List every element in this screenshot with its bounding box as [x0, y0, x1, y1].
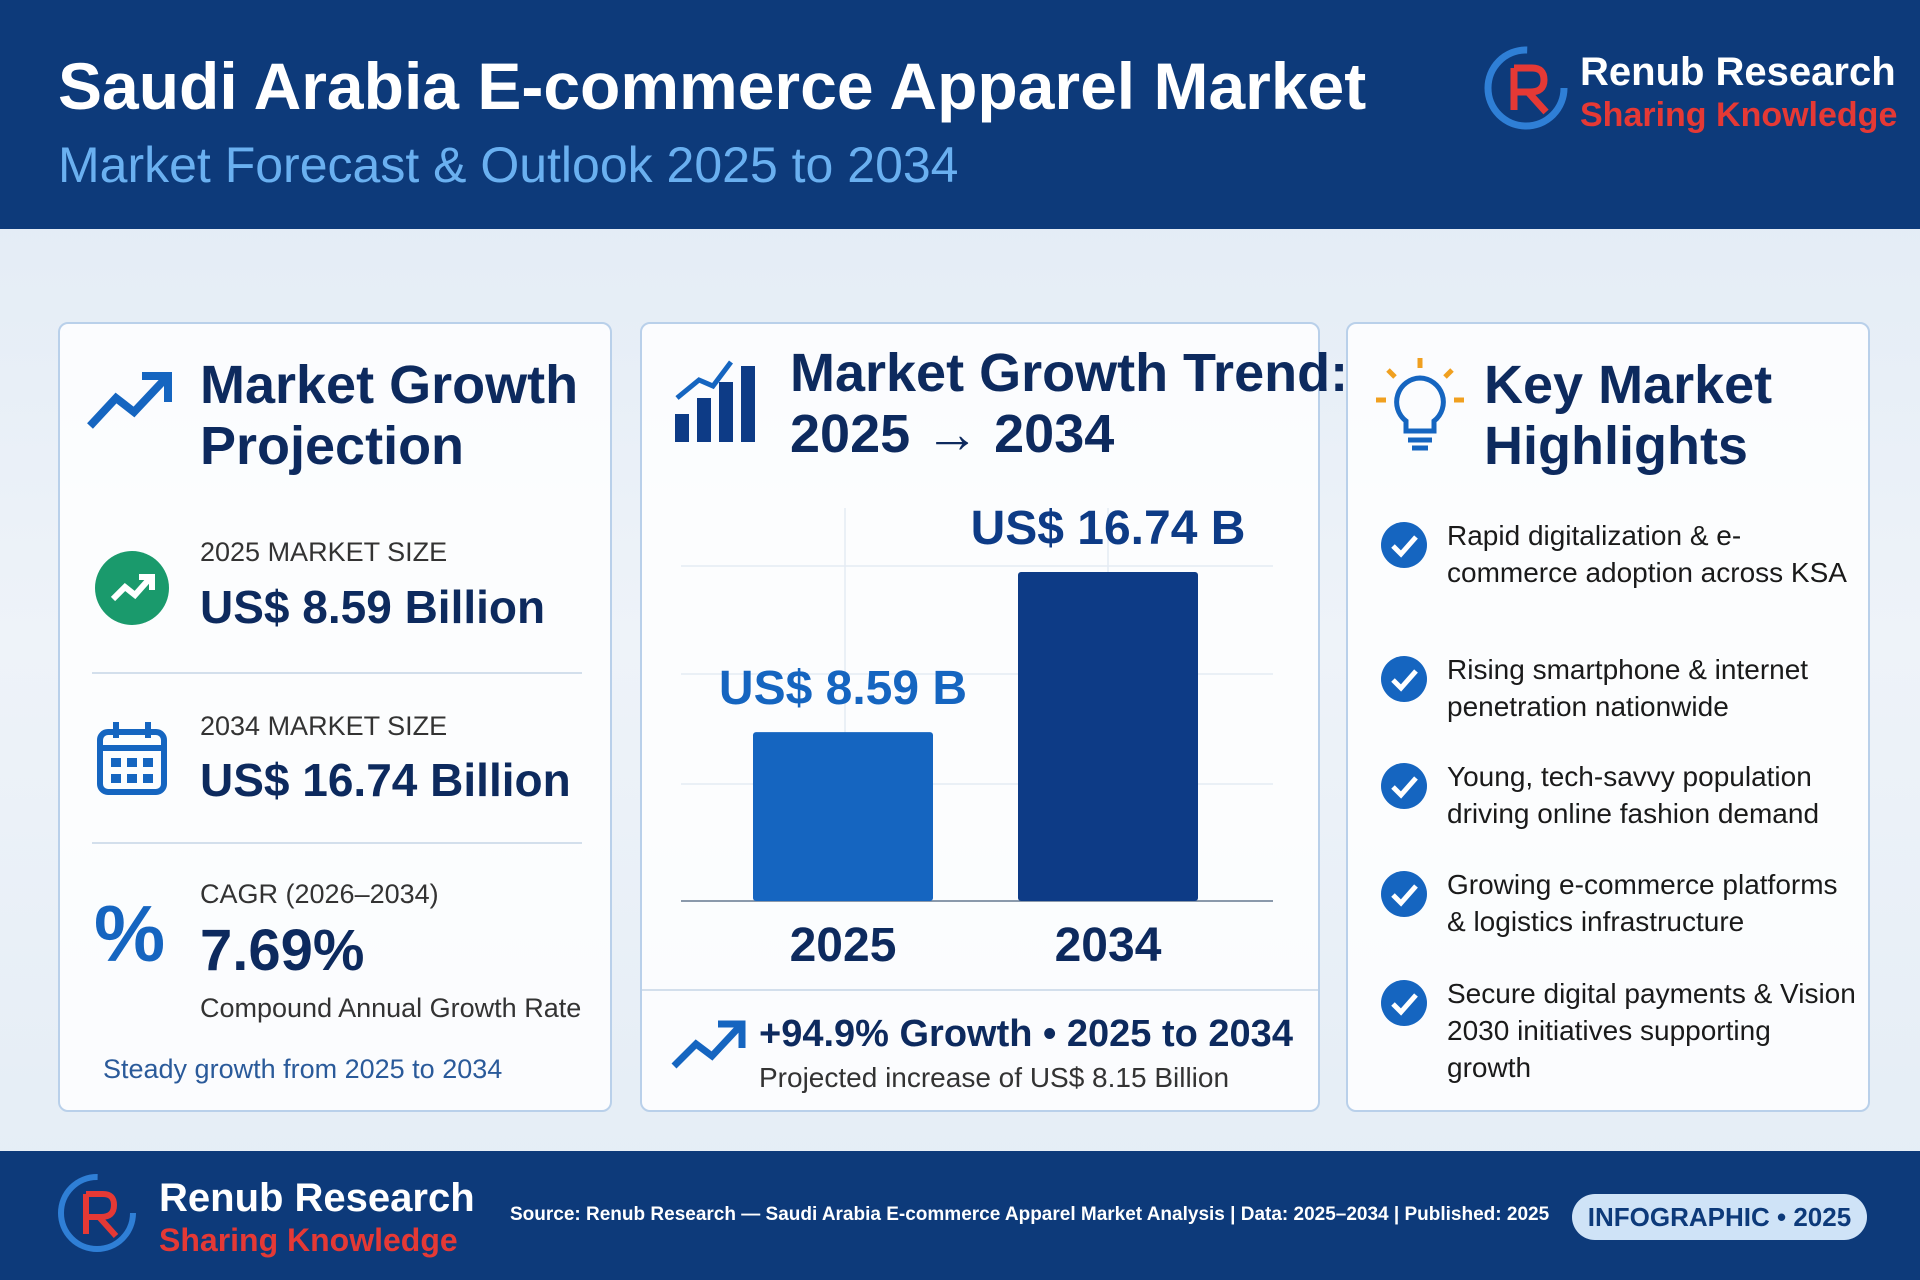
- panel-title: Market Growth Projection: [200, 355, 579, 476]
- calendar-icon: [97, 722, 167, 795]
- metric-value: US$ 16.74 Billion: [200, 754, 571, 806]
- metric-value: US$ 8.59 Billion: [200, 581, 546, 633]
- title: Saudi Arabia E-commerce Apparel Market: [58, 49, 1367, 123]
- tagline: Sharing Knowledge: [159, 1222, 458, 1258]
- divider: [92, 672, 582, 674]
- trend-icon: [87, 372, 172, 429]
- divider: [92, 842, 582, 844]
- brand: Renub Research: [159, 1176, 475, 1220]
- note: Steady growth from 2025 to 2034: [103, 1054, 503, 1084]
- chart-title: Market Growth Trend: 2025 → 2034: [790, 343, 1349, 464]
- trend-icon: [671, 1020, 746, 1069]
- check-icon: [1381, 980, 1427, 1026]
- percent-icon: %: [94, 889, 166, 978]
- cagr-label: CAGR (2026–2034): [200, 879, 439, 909]
- highlight: Rapid digitalization & e-commerce adopti…: [1447, 520, 1847, 588]
- check-icon: [1381, 871, 1427, 917]
- logo-icon: [58, 1174, 136, 1252]
- cagr-caption: Compound Annual Growth Rate: [200, 993, 582, 1023]
- growth-icon: [95, 551, 169, 625]
- highlight: Growing e-commerce platforms & logistics…: [1447, 869, 1838, 937]
- growth: +94.9% Growth • 2025 to 2034: [759, 1013, 1293, 1055]
- chart-panel: [640, 322, 1320, 1112]
- highlight: Rising smartphone & internet penetration…: [1447, 654, 1809, 722]
- highlight: Secure digital payments & Vision 2030 in…: [1447, 978, 1856, 1083]
- tagline: Sharing Knowledge: [1580, 96, 1898, 134]
- logo-icon: [1484, 46, 1568, 130]
- check-icon: [1381, 763, 1427, 809]
- source: Source: Renub Research — Saudi Arabia E-…: [510, 1204, 1550, 1225]
- chart-icon: [675, 360, 755, 442]
- metric-label: 2025 MARKET SIZE: [200, 537, 448, 567]
- growth-note: Projected increase of US$ 8.15 Billion: [759, 1062, 1230, 1093]
- highlights-title: Key Market Highlights: [1484, 355, 1773, 476]
- highlight: Young, tech-savvy population driving onl…: [1447, 761, 1820, 829]
- brand: Renub Research: [1580, 50, 1896, 94]
- divider: [642, 989, 1318, 991]
- projection-panel: [58, 322, 612, 1112]
- check-icon: [1381, 522, 1427, 568]
- check-icon: [1381, 656, 1427, 702]
- cagr-value: 7.69%: [200, 918, 365, 983]
- highlights-panel: [1346, 322, 1870, 1112]
- subtitle: Market Forecast & Outlook 2025 to 2034: [58, 137, 959, 193]
- bulb-icon: [1376, 358, 1464, 451]
- badge: INFOGRAPHIC • 2025: [1572, 1194, 1867, 1240]
- metric-label: 2034 MARKET SIZE: [200, 711, 448, 741]
- header: [0, 0, 1920, 229]
